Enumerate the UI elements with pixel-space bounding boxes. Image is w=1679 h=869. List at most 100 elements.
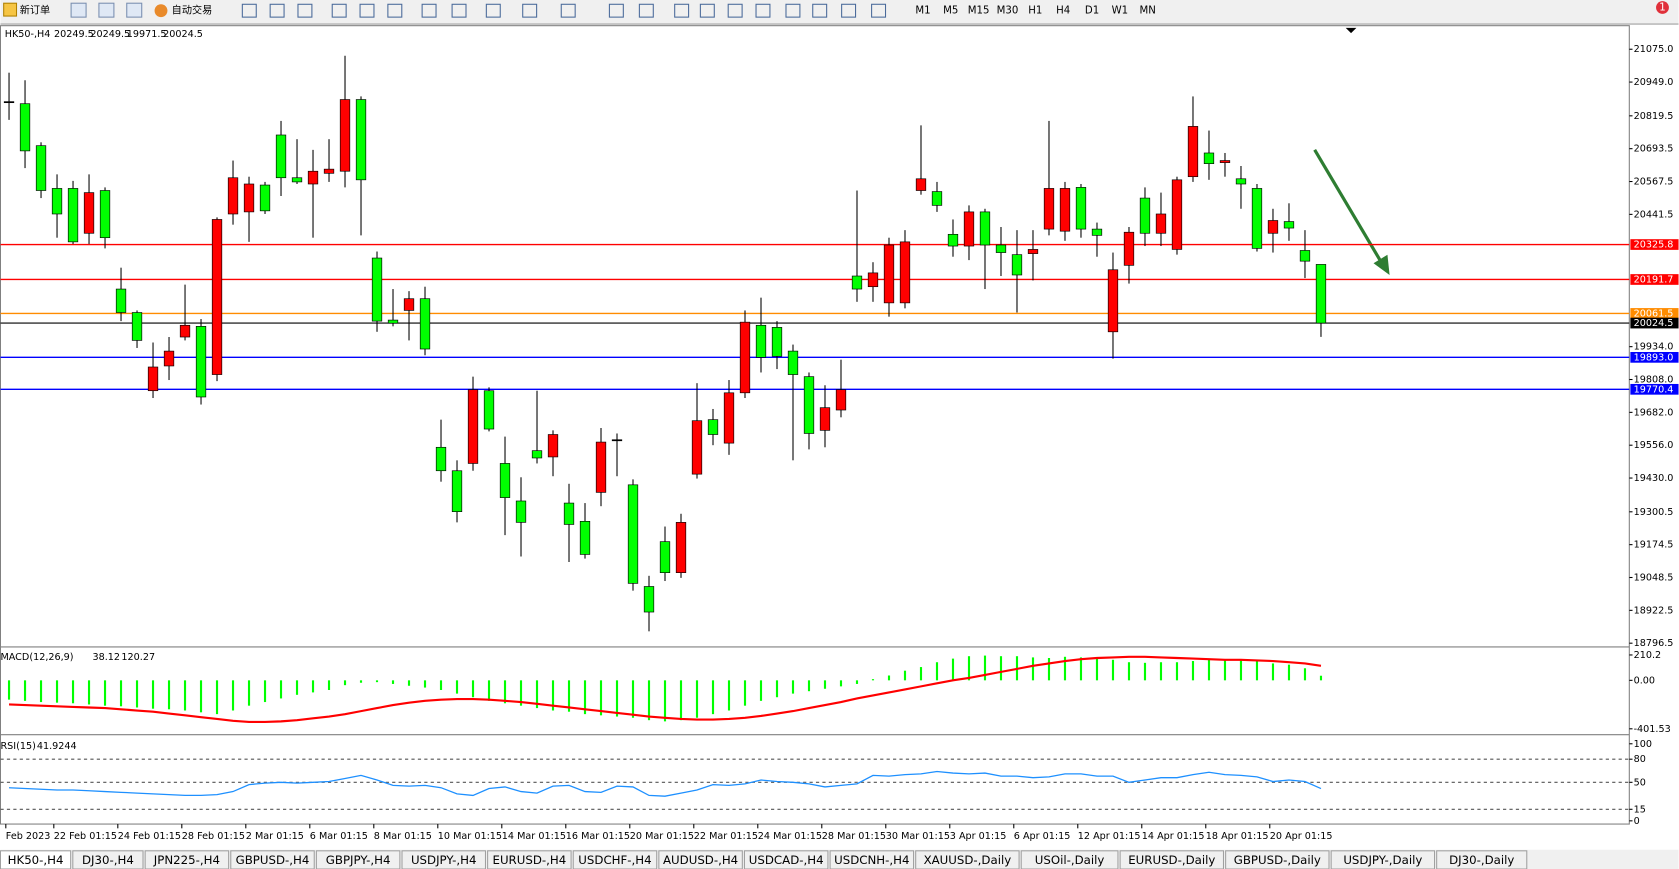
icon[interactable] — [638, 3, 654, 18]
icon[interactable] — [522, 3, 538, 18]
tab[interactable] — [144, 850, 230, 869]
level-label: 20191.7 — [1634, 274, 1674, 285]
icon[interactable] — [608, 3, 624, 18]
button[interactable] — [3, 2, 18, 17]
icon[interactable] — [421, 3, 437, 18]
candle-body — [467, 389, 479, 464]
timeframe-button[interactable]: MN — [1140, 6, 1156, 17]
candle-body — [1315, 264, 1327, 324]
icon[interactable] — [451, 3, 467, 18]
x-tick-label: 28 Feb 01:15 — [182, 831, 245, 842]
candle-body — [1139, 197, 1151, 234]
tab[interactable] — [743, 850, 829, 869]
tab[interactable] — [1330, 850, 1436, 869]
tab[interactable] — [1119, 850, 1225, 869]
icon[interactable] — [785, 3, 801, 18]
tab[interactable] — [0, 850, 72, 869]
icon[interactable] — [485, 3, 501, 18]
tab[interactable] — [315, 850, 401, 869]
tab[interactable] — [401, 850, 487, 869]
candle-body — [259, 184, 271, 212]
candle-body — [995, 244, 1007, 253]
tab-label[interactable]: USOil-,Daily — [1035, 853, 1105, 867]
icon[interactable] — [871, 3, 887, 18]
candle-body — [179, 324, 191, 338]
tab-label[interactable]: USDCAD-,H4 — [749, 853, 824, 867]
icon[interactable] — [812, 3, 828, 18]
tab-label[interactable]: USDCHF-,H4 — [578, 853, 651, 867]
tab[interactable] — [1020, 850, 1119, 869]
candle-body — [499, 463, 511, 498]
x-tick-label: 20 Apr 01:15 — [1270, 831, 1333, 842]
icon[interactable] — [560, 3, 576, 18]
x-tick-label: 14 Mar 01:15 — [502, 831, 566, 842]
timeframe-button[interactable]: H4 — [1056, 6, 1070, 17]
candle-body — [1299, 250, 1311, 262]
button-label[interactable]: 新订单 — [20, 4, 50, 17]
icon[interactable] — [297, 3, 313, 18]
tab-label[interactable]: XAUUSD-,Daily — [924, 853, 1012, 867]
tab[interactable] — [72, 850, 144, 869]
indicator-value: 120.27 — [121, 652, 155, 663]
icon[interactable] — [674, 3, 690, 18]
candle-body — [339, 99, 351, 172]
icon[interactable] — [755, 3, 771, 18]
tab[interactable] — [915, 850, 1020, 869]
candle-body — [371, 257, 383, 322]
icon[interactable] — [359, 3, 375, 18]
timeframe-button[interactable]: D1 — [1085, 6, 1099, 17]
icon[interactable] — [70, 2, 87, 18]
tab-label[interactable]: GBPUSD-,H4 — [236, 853, 310, 867]
tab-label[interactable]: DJ30-,H4 — [82, 853, 134, 867]
arrow-head — [1373, 254, 1390, 276]
candle-body — [547, 434, 559, 458]
tab[interactable] — [487, 850, 572, 869]
tab-label[interactable]: USDCNH-,H4 — [834, 853, 909, 867]
icon[interactable] — [699, 3, 715, 18]
timeframe-button[interactable]: H1 — [1028, 6, 1042, 17]
tab[interactable] — [1436, 850, 1528, 869]
candle-body — [195, 326, 207, 398]
tab-label[interactable]: EURUSD-,H4 — [493, 853, 567, 867]
icon[interactable] — [98, 2, 115, 18]
timeframe-button[interactable]: M1 — [915, 6, 930, 17]
icon[interactable] — [154, 4, 168, 18]
candle-body — [771, 327, 783, 357]
tab[interactable] — [658, 850, 743, 869]
tab-label[interactable]: HK50-,H4 — [8, 853, 64, 867]
icon[interactable] — [387, 3, 403, 18]
tab[interactable] — [230, 850, 315, 869]
y-tick-label: 19048.5 — [1634, 572, 1674, 583]
tab-label[interactable]: GBPUSD-,Daily — [1234, 853, 1321, 867]
x-tick-label: 14 Apr 01:15 — [1142, 831, 1205, 842]
notification-badge[interactable] — [1656, 1, 1669, 14]
icon[interactable] — [241, 3, 257, 18]
button-label[interactable]: 自动交易 — [172, 4, 213, 17]
candle-body — [787, 350, 799, 375]
icon[interactable] — [126, 2, 143, 18]
candle-body — [819, 407, 831, 431]
tab-label[interactable]: EURUSD-,Daily — [1128, 853, 1215, 867]
icon[interactable] — [841, 3, 857, 18]
icon[interactable] — [269, 3, 285, 18]
timeframe-button[interactable]: M30 — [997, 6, 1019, 17]
tab-label[interactable]: USDJPY-,H4 — [411, 853, 477, 867]
tab-label[interactable]: DJ30-,Daily — [1449, 853, 1514, 867]
candle-body — [1267, 220, 1279, 234]
icon[interactable] — [331, 3, 347, 18]
candle-body — [163, 350, 175, 367]
tab[interactable] — [1225, 850, 1330, 869]
candle-body — [483, 390, 495, 430]
tab-label[interactable]: GBPJPY-,H4 — [326, 853, 391, 867]
tab[interactable] — [572, 850, 658, 869]
timeframe-button[interactable]: W1 — [1112, 6, 1129, 17]
y-tick-label: 19300.5 — [1634, 507, 1674, 518]
tab[interactable] — [829, 850, 915, 869]
icon[interactable] — [727, 3, 743, 18]
candle-body — [611, 439, 623, 442]
tab-label[interactable]: USDJPY-,Daily — [1343, 853, 1422, 867]
timeframe-button[interactable]: M15 — [968, 6, 990, 17]
tab-label[interactable]: AUDUSD-,H4 — [663, 853, 738, 867]
timeframe-button[interactable]: M5 — [943, 6, 958, 17]
tab-label[interactable]: JPN225-,H4 — [153, 853, 220, 867]
